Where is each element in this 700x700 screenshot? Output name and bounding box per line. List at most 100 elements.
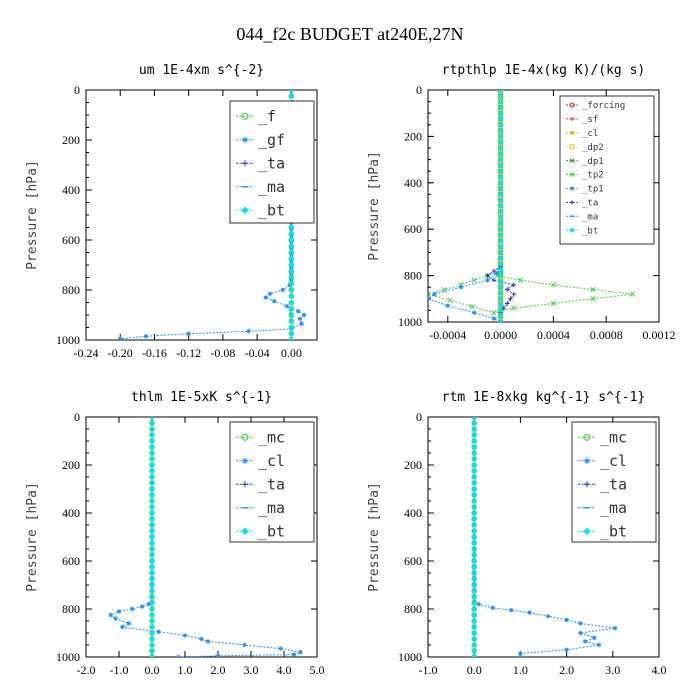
data-point <box>511 305 517 311</box>
y-axis-label: Pressure [hPa] <box>25 160 40 270</box>
x-tick-label: 0.0004 <box>537 328 570 342</box>
y-tick-label: 600 <box>404 554 422 568</box>
y-tick-label: 1000 <box>56 333 80 347</box>
y-tick-label: 400 <box>404 506 422 520</box>
legend-box <box>559 95 655 245</box>
data-point <box>497 191 504 198</box>
data-point <box>215 653 221 657</box>
data-point <box>497 145 504 151</box>
x-tick-label: -0.04 <box>245 346 270 360</box>
data-point <box>491 310 497 316</box>
data-point <box>612 626 618 631</box>
y-tick-label: 1000 <box>398 315 422 329</box>
data-point <box>288 249 295 256</box>
data-point <box>458 285 464 290</box>
data-point <box>497 284 504 291</box>
data-point <box>485 273 490 278</box>
data-point <box>501 305 507 311</box>
data-point <box>284 304 290 309</box>
data-point <box>288 262 295 268</box>
panel-title: um 1E-4xm s^{-2} <box>139 63 264 78</box>
y-tick-label: 400 <box>404 176 422 190</box>
data-point <box>471 516 478 522</box>
legend-entry: _ma <box>258 499 285 517</box>
data-point <box>447 297 453 303</box>
chart-panel-4: rtm 1E-8xkg kg^{-1} s^{-1} Pressure [hPa]… <box>367 390 667 677</box>
data-point <box>497 255 504 262</box>
data-point <box>149 528 155 534</box>
y-tick-label: 0 <box>416 410 422 424</box>
data-point <box>545 614 551 619</box>
data-point <box>149 576 155 582</box>
data-point <box>272 299 277 304</box>
data-point <box>116 609 122 614</box>
data-point <box>630 291 636 297</box>
legend-marker <box>242 160 248 167</box>
legend-entry: _cl <box>258 452 285 470</box>
legend-entry: _sf <box>582 115 598 125</box>
data-point <box>578 621 583 626</box>
legend-entry: _bt <box>600 523 627 541</box>
data-point <box>149 540 155 546</box>
data-point <box>471 570 478 576</box>
x-tick-label: 0.0000 <box>484 328 517 342</box>
data-point <box>445 303 450 308</box>
data-point <box>126 621 132 626</box>
data-point <box>199 636 204 642</box>
data-point <box>505 287 510 292</box>
data-point <box>471 444 478 450</box>
y-tick-label: 400 <box>62 183 80 197</box>
data-point <box>497 168 504 175</box>
data-point <box>118 336 123 340</box>
series-line-tp1 <box>428 268 501 322</box>
data-point <box>491 316 497 321</box>
data-point <box>518 651 523 656</box>
data-point <box>497 179 504 186</box>
data-point <box>497 98 504 105</box>
data-point <box>596 642 602 648</box>
data-point <box>471 417 478 420</box>
data-point <box>494 271 499 276</box>
x-tick-label: -0.20 <box>108 346 133 360</box>
data-point <box>301 312 307 318</box>
legend-marker <box>241 433 249 441</box>
data-point <box>498 90 504 93</box>
figure-title: 044_f2c BUDGET at240E,27N <box>236 24 463 44</box>
data-point <box>149 417 155 420</box>
x-tick-label: 1.0 <box>178 663 193 677</box>
data-point <box>149 612 155 618</box>
data-point <box>469 303 475 310</box>
legend-entry: _tp2 <box>582 171 604 181</box>
y-tick-label: 0 <box>416 83 422 97</box>
data-point <box>471 474 478 480</box>
data-point <box>298 650 303 655</box>
data-point <box>149 534 155 540</box>
data-point <box>149 456 155 462</box>
data-point <box>471 528 478 534</box>
data-point <box>287 282 292 288</box>
data-point <box>508 608 514 613</box>
legend-entry: _mc <box>258 429 285 447</box>
y-tick-label: 200 <box>62 133 80 147</box>
data-point <box>149 498 155 504</box>
data-point <box>428 291 431 297</box>
data-point <box>186 331 191 336</box>
data-point <box>497 92 504 99</box>
data-point <box>471 486 478 492</box>
legend-marker <box>570 130 574 135</box>
y-tick-label: 600 <box>404 222 422 236</box>
data-point <box>149 486 155 492</box>
data-point <box>471 552 478 558</box>
data-point <box>288 293 295 300</box>
data-point <box>497 104 504 111</box>
data-point <box>471 426 478 432</box>
data-point <box>497 319 504 322</box>
legend-marker <box>569 227 575 233</box>
legend-entry: _bt <box>582 226 598 236</box>
data-point <box>497 150 504 157</box>
y-tick-label: 800 <box>62 602 80 616</box>
series-line-tp2 <box>428 266 633 314</box>
y-tick-label: 400 <box>62 506 80 520</box>
legend-entry: _ta <box>582 198 598 208</box>
data-point <box>149 522 155 528</box>
